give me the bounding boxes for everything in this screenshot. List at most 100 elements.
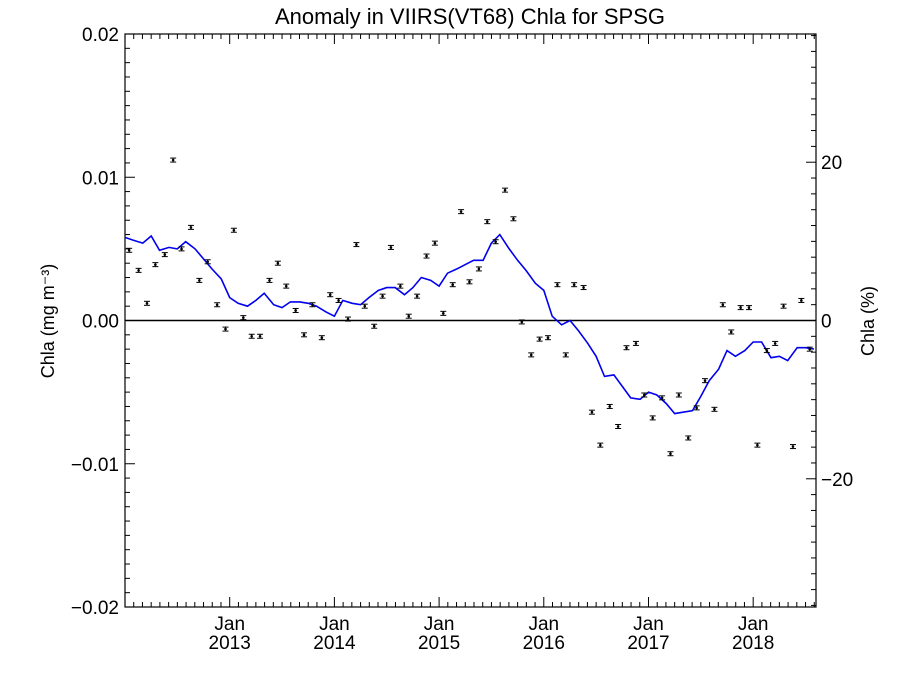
data-point <box>494 240 497 244</box>
data-point <box>765 349 769 352</box>
data-point <box>608 405 612 408</box>
data-point <box>721 303 725 307</box>
data-point <box>791 445 795 448</box>
data-point <box>677 393 681 397</box>
x-tick-label-month: Jan <box>319 614 350 635</box>
data-point <box>669 452 672 456</box>
data-point <box>389 246 393 249</box>
data-point <box>477 267 481 271</box>
data-point <box>729 330 733 334</box>
y-right-tick-label: 0 <box>821 312 832 333</box>
data-point <box>564 353 568 357</box>
data-point <box>355 243 358 246</box>
data-point <box>485 220 489 223</box>
y-right-tick-label: 20 <box>821 153 842 174</box>
data-point <box>399 284 402 288</box>
plot-area: 0.020.010.00−0.01−0.02200−20Jan2013Jan20… <box>71 25 853 654</box>
data-point <box>782 304 785 308</box>
x-tick-label-year: 2015 <box>418 633 460 654</box>
y-right-tick-label: −20 <box>821 470 853 491</box>
data-point <box>320 336 324 339</box>
data-point <box>538 337 541 341</box>
data-point <box>346 317 350 321</box>
data-point <box>302 333 306 337</box>
data-point <box>415 294 419 298</box>
data-point <box>268 279 271 282</box>
data-point <box>468 280 471 284</box>
y-left-tick-label: 0.00 <box>82 312 119 333</box>
x-tick-label-year: 2013 <box>209 633 251 654</box>
data-point <box>529 353 533 357</box>
data-point <box>284 284 288 288</box>
y-left-tick-label: 0.02 <box>82 25 119 46</box>
data-point <box>189 226 193 229</box>
x-tick-label-year: 2018 <box>732 633 774 654</box>
data-point <box>713 408 716 411</box>
y-left-tick-label: 0.01 <box>82 168 119 189</box>
x-tick-label-month: Jan <box>424 614 455 635</box>
data-point <box>137 269 140 272</box>
data-point <box>703 379 707 382</box>
x-tick-label-month: Jan <box>738 614 769 635</box>
data-point <box>145 302 149 305</box>
x-tick-label-year: 2014 <box>313 633 356 654</box>
running-mean-line <box>124 233 815 415</box>
data-point <box>294 309 297 312</box>
data-point <box>660 396 664 400</box>
data-point <box>363 304 367 308</box>
data-point <box>224 327 227 331</box>
data-point <box>441 312 445 315</box>
data-point <box>773 342 777 345</box>
data-point <box>616 425 620 428</box>
data-point <box>276 261 280 265</box>
data-point <box>800 299 803 302</box>
y-axis-label-left: Chla (mg m⁻³) <box>38 264 58 379</box>
data-point <box>433 241 437 245</box>
data-point <box>582 286 585 289</box>
data-point <box>459 210 463 213</box>
data-point <box>171 158 175 162</box>
data-point <box>381 294 384 298</box>
data-point <box>739 306 742 309</box>
x-tick-label-year: 2016 <box>523 633 565 654</box>
data-point <box>425 254 428 258</box>
data-point <box>154 263 157 266</box>
data-point <box>546 336 550 339</box>
data-point <box>215 303 219 307</box>
data-point <box>127 249 131 252</box>
x-tick-label-month: Jan <box>214 614 245 635</box>
x-tick-label-month: Jan <box>633 614 664 635</box>
data-point <box>232 228 236 232</box>
data-point <box>451 283 455 286</box>
chart-title: Anomaly in VIIRS(VT68) Chla for SPSG <box>275 4 665 29</box>
data-point <box>651 416 654 420</box>
data-point <box>642 393 646 397</box>
data-point <box>242 316 245 319</box>
data-point <box>599 443 602 447</box>
data-point <box>634 342 638 345</box>
data-point <box>328 293 332 297</box>
data-point <box>250 334 253 338</box>
data-point <box>258 334 262 338</box>
data-point <box>686 436 690 440</box>
data-point <box>372 324 376 328</box>
data-point <box>311 303 314 307</box>
x-tick-label-month: Jan <box>528 614 559 635</box>
data-point <box>503 188 507 192</box>
data-point <box>198 279 201 282</box>
data-point <box>572 283 576 286</box>
data-point <box>206 260 210 264</box>
data-point <box>625 346 628 350</box>
data-point <box>337 299 340 302</box>
data-point <box>512 217 515 221</box>
data-point <box>747 306 751 309</box>
data-point <box>556 283 559 286</box>
data-point <box>756 443 759 447</box>
data-point <box>407 314 411 318</box>
data-point <box>808 347 812 351</box>
y-left-tick-label: −0.01 <box>71 455 119 476</box>
data-point <box>695 406 698 410</box>
data-point <box>180 247 183 251</box>
